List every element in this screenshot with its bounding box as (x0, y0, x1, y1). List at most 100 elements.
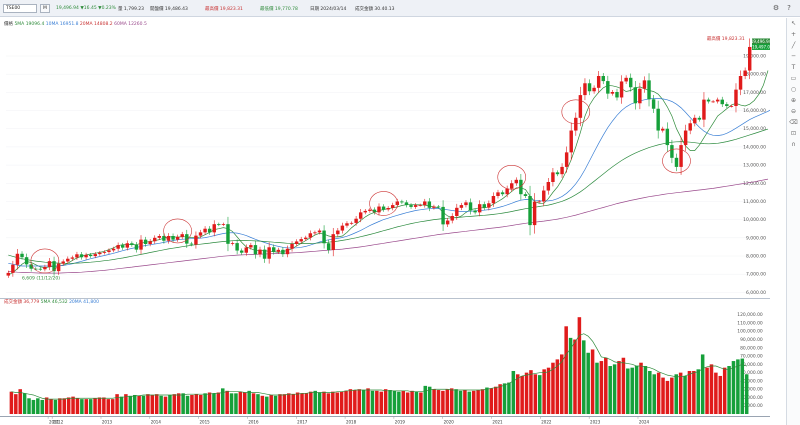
settings-icon[interactable]: ⚙ (772, 4, 780, 12)
ma-legend-item-10: 10MA 16951.8 (45, 22, 79, 27)
candle-body (290, 244, 294, 249)
volume-bar (678, 372, 683, 415)
candle-body (679, 145, 683, 167)
time-axis-label: 2017 (297, 420, 308, 425)
lock-icon[interactable]: ⊡ (790, 130, 797, 137)
symbol-select[interactable]: TSE00 (3, 4, 37, 13)
candle-body (578, 95, 583, 118)
candle-body (468, 202, 473, 211)
trendline-icon[interactable]: ╱ (791, 42, 796, 49)
time-axis-label: 2018 (346, 420, 357, 425)
candle-body (153, 237, 157, 242)
zoom-in-icon[interactable]: ⊕ (790, 97, 797, 104)
volume-bar (168, 394, 172, 415)
volume-bar (555, 359, 560, 415)
candle-body (596, 76, 601, 88)
volume-legend-item-amount: 成交金額 36,779 (4, 300, 40, 305)
volume-bar (502, 383, 507, 415)
price-label: 價格 (4, 22, 13, 27)
volume-bar (366, 388, 370, 415)
candle-body (738, 76, 743, 90)
volume-bar (313, 390, 317, 415)
volume-bar (705, 367, 709, 415)
volume-bar (273, 395, 278, 415)
candle-body (47, 261, 52, 267)
candle-body (368, 209, 372, 211)
zoom-out-icon[interactable]: ⊖ (790, 108, 797, 115)
volume-bar (608, 366, 612, 415)
candle-body (629, 77, 633, 88)
volume-bar (22, 393, 27, 415)
volume-bar (119, 396, 124, 415)
time-axis-label: 2015 (200, 420, 211, 425)
price-y-tick-label: 11,000.00 (743, 199, 766, 205)
volume-bar (370, 390, 375, 415)
volume-bar (300, 393, 304, 415)
ma-legend-item-5: 5MA 19096.4 (14, 22, 45, 27)
volume-chart[interactable]: 10,000.00 20,000.00 30,000.00 40,000.00 50,0… (0, 298, 770, 416)
candle-body (235, 243, 239, 251)
candle-body (715, 99, 720, 102)
volume-bar (432, 389, 436, 415)
circle-tool-icon[interactable]: ○ (790, 86, 797, 93)
candle-body (697, 117, 702, 120)
candle-body (111, 248, 116, 251)
help-icon[interactable]: ? (787, 4, 791, 12)
candle-body (34, 268, 38, 270)
price-stats: 19,496.94 ▼16.45 ▼0.23% (56, 6, 116, 11)
candle-body (528, 196, 532, 226)
candle-body (340, 225, 345, 231)
volume-bar (357, 389, 361, 415)
candle-body (436, 206, 441, 208)
volume-y-tick-label: 70,000.00 (740, 354, 763, 360)
candle-body (505, 188, 509, 195)
volume-bar (353, 390, 357, 415)
volume-bar (269, 394, 273, 415)
price-y-tick-label: 8,000.00 (746, 254, 766, 260)
volume-bar (727, 366, 731, 415)
volume-bar (375, 390, 379, 415)
eraser-icon[interactable]: ⌫ (789, 119, 798, 126)
volume-bar (489, 388, 494, 415)
candle-body (542, 190, 546, 202)
candle-body (189, 243, 194, 245)
ruler-icon[interactable]: ▭ (790, 75, 797, 82)
horizontal-line-icon[interactable]: ─ (791, 53, 796, 60)
candle-body (120, 245, 125, 248)
volume-bar (58, 398, 62, 415)
candle-body (587, 83, 592, 92)
candle-body (418, 205, 422, 206)
cursor-icon[interactable]: ↖ (790, 20, 797, 27)
volume-bar (511, 370, 516, 415)
volume-bar (141, 395, 146, 415)
price-chart[interactable]: 6,000.00 7,000.00 8,000.00 9,000.00 10,000.0… (0, 18, 770, 300)
candle-body (11, 264, 15, 273)
time-axis-label: 2013 (102, 420, 113, 425)
magnet-icon[interactable]: ∩ (791, 141, 796, 148)
candle-body (496, 192, 500, 196)
candle-body (162, 236, 166, 241)
period-month-button[interactable]: M (40, 4, 50, 13)
volume-bar (256, 394, 260, 415)
volume-bar (212, 393, 216, 415)
candle-body (175, 236, 180, 240)
volume-bar (36, 398, 40, 415)
volume-bar (634, 366, 639, 415)
volume-bar (414, 391, 419, 415)
volume-bar (383, 389, 388, 415)
candle-body (391, 205, 395, 208)
volume-bar (533, 374, 538, 415)
price-y-tick-label: 19,000.00 (743, 54, 766, 60)
candle-body (702, 99, 706, 120)
crosshair-icon[interactable]: + (790, 31, 797, 38)
candle-body (258, 249, 262, 255)
volume-bar (722, 367, 727, 415)
candle-body (317, 230, 322, 233)
candle-body (322, 230, 326, 244)
volume-bar (331, 391, 335, 415)
candle-body (532, 201, 537, 226)
text-tool-icon[interactable]: T (791, 64, 796, 71)
candle-body (349, 222, 354, 224)
candle-body (747, 46, 752, 71)
volume-bar (656, 372, 661, 415)
